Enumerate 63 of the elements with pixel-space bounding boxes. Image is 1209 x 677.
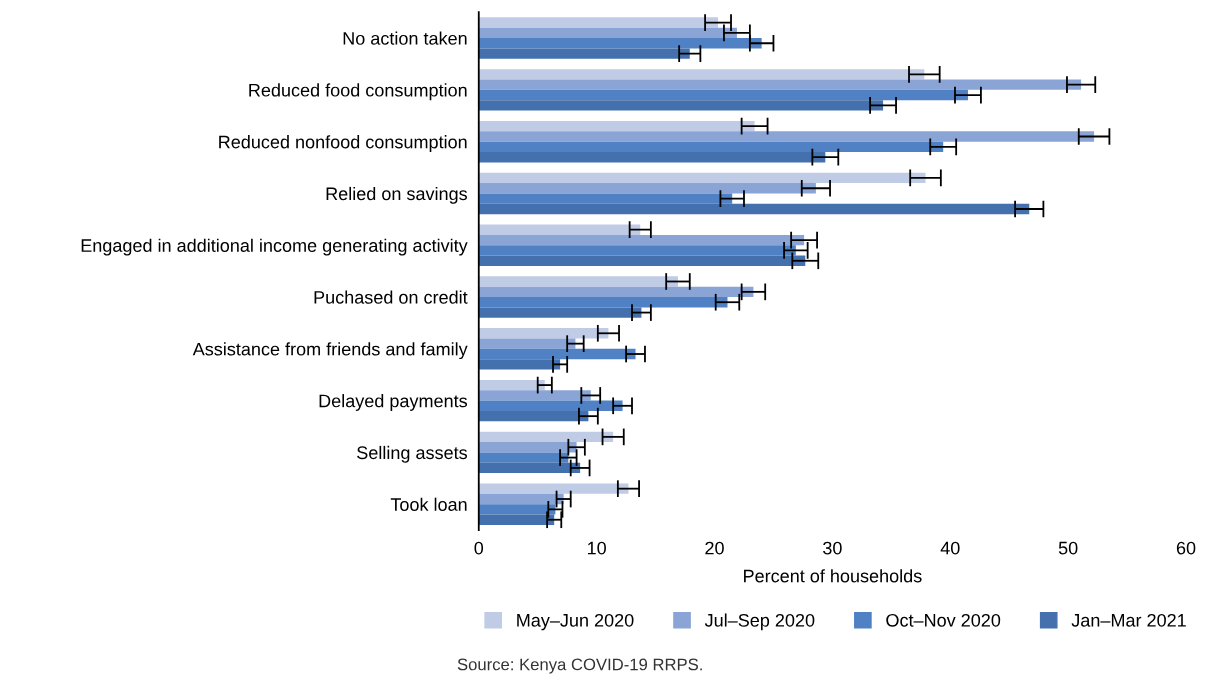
x-tick-label: 0 xyxy=(474,541,484,555)
bar xyxy=(478,17,719,28)
bar xyxy=(478,462,581,474)
bar xyxy=(478,514,555,525)
y-tick-label: Delayed payments xyxy=(319,394,468,411)
x-tick-label: 20 xyxy=(705,541,724,555)
bar xyxy=(478,286,754,298)
bar xyxy=(478,297,728,308)
bar xyxy=(478,379,545,391)
bar xyxy=(478,183,816,194)
bar xyxy=(478,224,641,235)
bar xyxy=(478,79,1082,90)
bar xyxy=(478,48,690,59)
bar xyxy=(478,431,614,443)
bar xyxy=(478,141,944,153)
x-tick-label: 40 xyxy=(940,541,960,555)
y-tick-label: Engaged in additional income generating activity xyxy=(81,238,468,256)
bar xyxy=(478,152,826,163)
bar xyxy=(478,131,1095,142)
legend-label: May–Jun 2020 xyxy=(517,613,634,631)
x-tick-label: 50 xyxy=(1058,541,1078,555)
bar xyxy=(478,390,591,401)
y-tick-label: Reduced food consumption xyxy=(249,83,467,101)
bar xyxy=(478,442,577,453)
x-tick-label: 60 xyxy=(1176,541,1196,555)
legend-label: Jul–Sep 2020 xyxy=(704,613,815,631)
bar xyxy=(478,172,926,184)
y-tick-label: Reduced nonfood consumption xyxy=(219,135,467,152)
bar xyxy=(478,452,569,463)
x-tick-label: 10 xyxy=(587,541,606,555)
bar xyxy=(478,38,762,49)
bar xyxy=(478,276,678,287)
bar xyxy=(478,120,755,132)
bar xyxy=(478,100,884,111)
bar xyxy=(478,504,556,515)
y-tick-label: Selling assets xyxy=(357,445,468,463)
bar xyxy=(478,493,564,505)
bar xyxy=(478,245,796,256)
bar xyxy=(478,255,806,266)
bar xyxy=(478,359,561,370)
y-tick-label: Assistance from friends and family xyxy=(192,342,468,360)
bar xyxy=(478,328,609,339)
bar xyxy=(478,27,737,39)
y-tick-label: Puchased on credit xyxy=(314,290,468,304)
y-tick-label: No action taken xyxy=(343,31,467,45)
bar xyxy=(478,69,925,80)
bar xyxy=(478,307,642,318)
legend-label: Jan–Mar 2021 xyxy=(1071,613,1186,627)
bar xyxy=(478,410,589,422)
x-tick-label: 30 xyxy=(823,541,842,555)
bar xyxy=(478,483,629,494)
bar xyxy=(478,338,576,349)
y-tick-label: Relied on savings xyxy=(326,186,468,204)
bar xyxy=(478,348,636,360)
bar xyxy=(478,203,1030,215)
bar xyxy=(478,193,733,204)
bar xyxy=(478,234,805,246)
bar xyxy=(478,89,968,101)
legend-label: Oct–Nov 2020 xyxy=(886,613,1001,627)
y-tick-label: Took loan xyxy=(390,497,467,511)
bar xyxy=(478,400,623,411)
x-axis-title: Percent of households xyxy=(744,569,922,583)
source-note: Source: Kenya COVID-19 RRPS. xyxy=(457,658,702,674)
